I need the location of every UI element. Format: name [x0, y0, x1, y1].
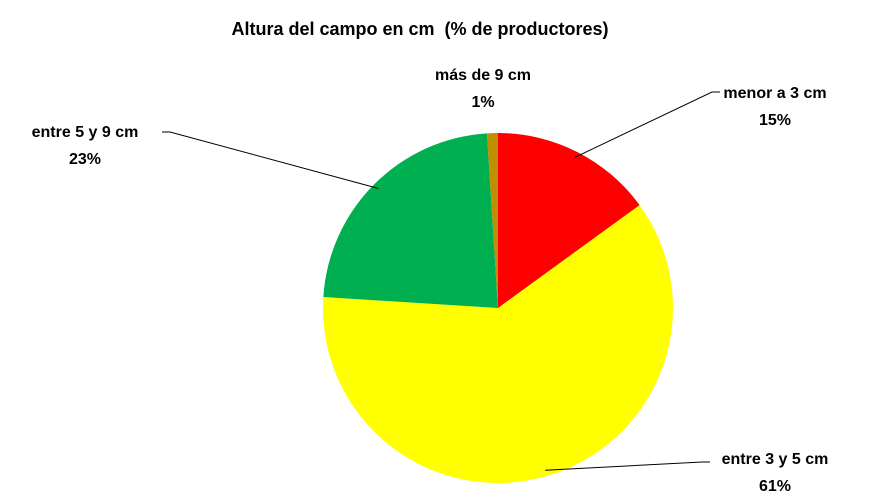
pie-slice [323, 133, 498, 308]
pie-slice [487, 133, 498, 308]
leader-line [162, 131, 379, 189]
data-label-name: menor a 3 cm [723, 85, 826, 102]
leader-line [574, 91, 720, 158]
leader-line [545, 461, 710, 471]
data-label-value: 15% [759, 112, 791, 129]
data-label-name: entre 5 y 9 cm [32, 124, 139, 141]
chart-title: Altura del campo en cm (% de productores… [231, 19, 608, 39]
data-label-name: entre 3 y 5 cm [722, 451, 829, 468]
data-label-value: 1% [471, 94, 494, 111]
data-label-name: más de 9 cm [435, 67, 531, 84]
pie-slice [498, 133, 640, 308]
data-label-value: 23% [69, 151, 101, 168]
data-label-value: 61% [759, 478, 791, 495]
pie-slice [323, 205, 674, 483]
